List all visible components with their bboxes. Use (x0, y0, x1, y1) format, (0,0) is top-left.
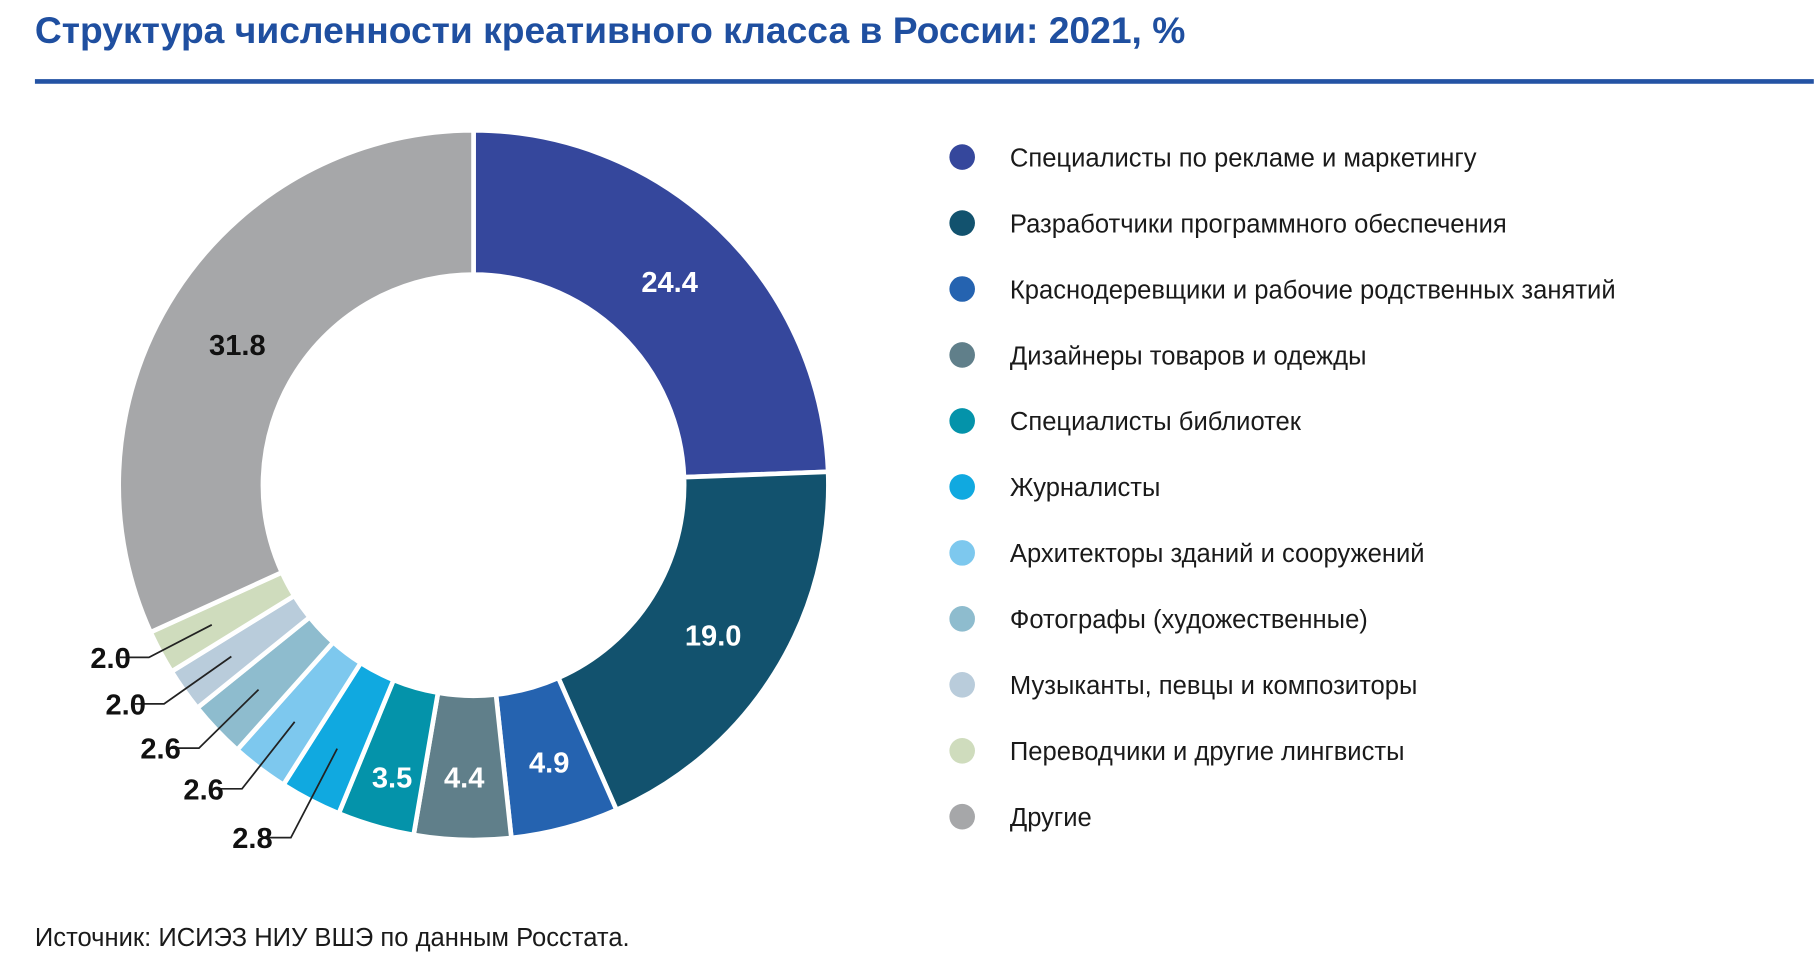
legend-label: Специалисты библиотек (1010, 408, 1302, 436)
legend-item: Музыканты, певцы и композиторы (949, 672, 1417, 700)
chart-title: Структура численности креативного класса… (35, 9, 1185, 51)
legend-label: Краснодеревщики и рабочие родственных за… (1010, 276, 1616, 304)
legend-label: Архитекторы зданий и сооружений (1010, 540, 1425, 568)
legend-swatch (949, 210, 975, 236)
data-label: 19.0 (685, 621, 742, 653)
legend-label: Специалисты по рекламе и маркетингу (1010, 144, 1477, 172)
data-label: 24.4 (641, 267, 698, 299)
legend-swatch (949, 276, 975, 302)
legend-item: Архитекторы зданий и сооружений (949, 540, 1425, 568)
slices (116, 127, 831, 843)
legend-item: Разработчики программного обеспечения (949, 210, 1507, 238)
legend-item: Переводчики и другие лингвисты (949, 737, 1405, 766)
leader-line (134, 655, 232, 705)
leader-line (212, 721, 296, 790)
leader-line (261, 748, 338, 839)
data-label: 2.8 (232, 823, 272, 855)
legend-swatch (949, 737, 975, 764)
legend-swatch (949, 606, 975, 632)
data-label: 2.0 (90, 643, 130, 675)
legend-item: Журналисты (949, 474, 1160, 502)
source-note: Источник: ИСИЭЗ НИУ ВШЭ по данным Росста… (35, 924, 630, 952)
legend-label: Дизайнеры товаров и одежды (1010, 342, 1367, 370)
legend-label: Разработчики программного обеспечения (1010, 210, 1507, 238)
data-label: 4.9 (529, 748, 569, 780)
leader-line (119, 624, 213, 659)
legend-item: Специалисты библиотек (949, 408, 1302, 436)
legend: Специалисты по рекламе и маркетингу Разра… (949, 144, 1616, 832)
legend-item: Краснодеревщики и рабочие родственных за… (949, 276, 1616, 304)
legend-swatch (949, 342, 975, 368)
slice-11 (116, 127, 476, 636)
data-label: 2.6 (183, 774, 223, 806)
data-label: 2.6 (140, 734, 180, 766)
legend-swatch (949, 803, 975, 830)
data-label: 4.4 (444, 763, 485, 795)
slice-2 (555, 469, 831, 813)
legend-item: Специалисты по рекламе и маркетингу (949, 144, 1477, 172)
leader-line (169, 688, 260, 749)
legend-swatch (949, 540, 975, 566)
legend-label: Переводчики и другие лингвисты (1010, 738, 1405, 766)
legend-swatch (949, 144, 975, 170)
legend-label: Журналисты (1010, 474, 1161, 502)
slice-1 (471, 127, 831, 480)
legend-item: Другие (949, 803, 1092, 832)
data-label: 3.5 (372, 763, 412, 795)
legend-label: Фотографы (художественные) (1010, 606, 1368, 634)
legend-swatch (949, 672, 975, 698)
legend-item: Дизайнеры товаров и одежды (949, 342, 1366, 370)
legend-label: Музыканты, певцы и композиторы (1010, 672, 1417, 700)
data-label: 31.8 (209, 330, 266, 362)
title-divider (34, 79, 1814, 84)
legend-swatch (949, 408, 975, 434)
legend-item: Фотографы (художественные) (949, 606, 1368, 634)
legend-label: Другие (1010, 804, 1092, 832)
data-labels: 24.4 19.0 4.9 4.4 3.5 2.8 2.62.6 2.0 2.0 31.8 (90, 267, 741, 855)
legend-swatch (949, 474, 975, 500)
data-label: 2.0 (105, 689, 145, 721)
